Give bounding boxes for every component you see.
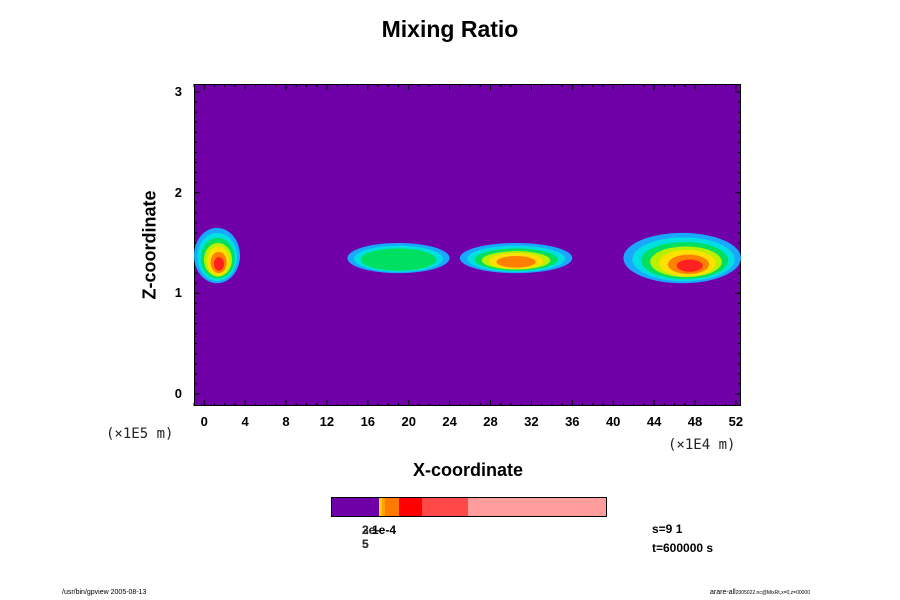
- x-tick-label: 8: [282, 414, 290, 429]
- footer-right: arare-all2005022.nc@MixRt,x=0,z=00000: [710, 589, 810, 596]
- colorbar-segment: [332, 498, 379, 516]
- colorbar-label: 2e-5: [362, 523, 380, 551]
- x-scale-label: (×1E4 m): [668, 437, 736, 453]
- chart-title: Mixing Ratio: [381, 16, 519, 42]
- y-tick-label: 1: [174, 285, 182, 301]
- x-tick-label: 0: [200, 414, 208, 429]
- y-tick-label: 3: [174, 84, 182, 100]
- plume-contour: [496, 256, 536, 268]
- plume-contour: [676, 259, 703, 272]
- colorbar-segment: [385, 498, 399, 516]
- plume-contour: [360, 248, 437, 271]
- y-tick-label: 0: [174, 385, 182, 401]
- footer-right-main: arare-all: [710, 589, 736, 596]
- plume: [194, 227, 241, 284]
- plume: [347, 242, 450, 274]
- step-text: s=9 1: [652, 522, 683, 536]
- colorbar-label: 3e-5: [362, 523, 380, 551]
- x-tick-label: 28: [483, 414, 498, 429]
- y-scale-label: (×1E5 m): [106, 426, 174, 442]
- colorbar-segment: [422, 498, 468, 516]
- plume: [623, 232, 741, 284]
- colorbar-segment: [398, 498, 423, 516]
- footer-left: /usr/bin/gpview 2005-08-13: [62, 589, 147, 596]
- y-axis-label: Z-coordinate: [139, 190, 160, 300]
- colorbar: [331, 497, 607, 517]
- x-tick-label: 16: [360, 414, 376, 429]
- x-tick-label: 20: [401, 414, 416, 429]
- x-tick-label: 24: [442, 414, 457, 429]
- colorbar-segment: [378, 498, 382, 516]
- x-tick-label: 48: [687, 414, 703, 429]
- plume: [459, 242, 573, 274]
- x-tick-label: 36: [565, 414, 580, 429]
- footer-right-sub: 2005022.nc@MixRt,x=0,z=00000: [735, 590, 810, 596]
- x-tick-label: 52: [728, 414, 744, 429]
- x-tick-label: 40: [605, 414, 621, 429]
- time-text: t=600000 s: [652, 541, 714, 555]
- colorbar-segment: [467, 498, 606, 516]
- x-tick-label: 44: [646, 414, 662, 429]
- x-tick-label: 12: [319, 414, 335, 429]
- plume-contour: [213, 257, 225, 271]
- x-axis-label: X-coordinate: [412, 460, 523, 480]
- y-tick-label: 2: [174, 184, 182, 200]
- x-tick-label: 4: [241, 414, 249, 429]
- x-tick-label: 32: [524, 414, 539, 429]
- colorbar-label: 1e-4: [372, 523, 397, 537]
- colorbar-segment: [381, 498, 386, 516]
